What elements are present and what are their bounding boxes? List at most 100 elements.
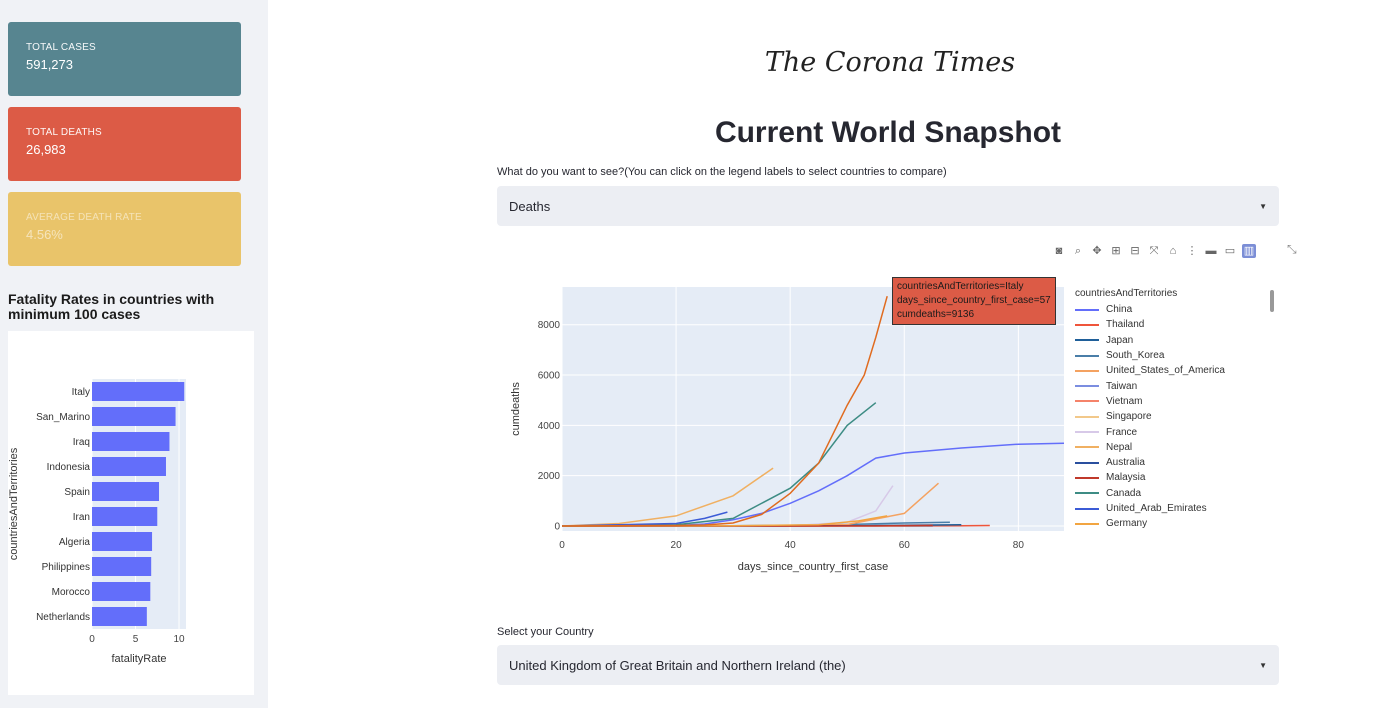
fatality-bar[interactable] [92,382,185,401]
line-x-axis-label: days_since_country_first_case [738,561,888,573]
legend-label: United_Arab_Emirates [1106,503,1207,514]
line-x-tick: 20 [671,540,683,551]
total-cases-value: 591,273 [26,57,73,72]
series-line-italy[interactable] [561,295,888,527]
brand-title: The Corona Times [764,47,1016,78]
metric-select[interactable]: Deaths ▼ [497,186,1279,226]
legend-swatch [1075,476,1099,479]
legend-label: Thailand [1106,319,1145,331]
legend-swatch [1075,369,1099,372]
bar-y-axis-label: countriesAndTerritories [8,447,20,560]
legend-swatch [1075,323,1099,326]
reset-axes-icon[interactable]: ⌂ [1169,245,1177,257]
fatality-bar-chart[interactable]: 0 5 10 Italy San_Marino Iraq Indonesia Spain Ira… [8,331,254,695]
line-y-tick: 8000 [538,320,561,331]
line-x-tick: 80 [1013,540,1025,551]
chart-legend: countriesAndTerritories China Thailand Jap… [1075,288,1275,531]
zoom-icon[interactable]: ⌕ [1074,245,1082,257]
bar-x-tick: 10 [173,634,185,645]
death-rate-card: AVERAGE DEATH RATE 4.56% [8,192,241,266]
legend-item[interactable]: France [1075,424,1275,439]
bar-category-label: Netherlands [36,612,90,623]
series-line-nepal[interactable] [561,467,774,527]
bar-category-label: Indonesia [47,462,91,473]
zoom-in-icon[interactable]: ⊞ [1111,245,1121,257]
fatality-bar[interactable] [92,582,151,601]
legend-item[interactable]: Vietnam [1075,394,1275,409]
fatality-bar[interactable] [92,482,160,501]
legend-item[interactable]: Thailand [1075,317,1275,332]
series-line-united_arab_emirates[interactable] [561,511,728,527]
bar-x-tick: 5 [133,634,139,645]
metric-select-value: Deaths [509,198,551,214]
legend-swatch [1075,431,1099,434]
total-deaths-value: 26,983 [26,142,66,157]
fatality-chart-card: 0 5 10 Italy San_Marino Iraq Indonesia Spain Ira… [8,331,254,695]
legend-swatch [1075,354,1099,357]
fatality-bar[interactable] [92,407,176,426]
camera-icon[interactable]: ◙ [1055,245,1063,257]
cumdeaths-line-chart[interactable]: 0 20 40 60 80 0 2000 4000 6000 8000 days_since_cou… [497,268,1287,588]
fatality-bar[interactable] [92,557,152,576]
country-select[interactable]: United Kingdom of Great Britain and Nort… [497,645,1279,685]
fatality-bar[interactable] [92,457,166,476]
tooltip-country: countriesAndTerritories=Italy [897,281,1024,292]
legend-item[interactable]: Nepal [1075,440,1275,455]
fatality-bar[interactable] [92,432,170,451]
death-rate-value: 4.56% [26,227,63,242]
expand-icon[interactable]: ⤡ [1287,242,1297,256]
legend-swatch [1075,522,1099,525]
legend-label: United_States_of_America [1106,365,1225,377]
pan-icon[interactable]: ✥ [1092,245,1102,257]
line-x-tick: 40 [785,540,797,551]
legend-swatch [1075,308,1099,311]
fatality-chart-title: Fatality Rates in countries with minimum… [8,291,215,322]
legend-item[interactable]: Germany [1075,516,1275,531]
plotly-logo-icon[interactable]: ▥ [1242,244,1256,258]
legend-label: China [1106,304,1133,316]
legend-item[interactable]: United_Arab_Emirates [1075,501,1275,516]
legend-item[interactable]: Canada [1075,486,1275,501]
line-y-tick: 0 [554,521,560,532]
bar-category-label: Spain [64,487,90,498]
legend-item[interactable]: Japan [1075,333,1275,348]
bar-x-axis-label: fatalityRate [111,653,166,665]
series-line-canada[interactable] [561,402,877,527]
legend-item[interactable]: Malaysia [1075,470,1275,485]
line-y-tick: 2000 [538,471,561,482]
bar-category-label: Morocco [52,587,91,598]
bar-x-tick: 0 [89,634,95,645]
legend-item[interactable]: South_Korea [1075,348,1275,363]
legend-label: Canada [1106,487,1142,499]
autoscale-icon[interactable]: ⤧ [1149,245,1159,257]
fatality-bar[interactable] [92,607,147,626]
country-select-label: Select your Country [497,626,594,638]
legend-item[interactable]: China [1075,302,1275,317]
legend-item[interactable]: United_States_of_America [1075,363,1275,378]
legend-label: Vietnam [1106,395,1143,407]
spike-lines-icon[interactable]: ⋮ [1186,245,1198,257]
bar-category-label: Algeria [59,537,91,548]
tooltip-days: days_since_country_first_case=57 [897,295,1051,306]
bar-category-label: Italy [72,387,90,398]
legend-label: Singapore [1106,411,1152,423]
hover-closest-icon[interactable]: ▬ [1205,245,1217,257]
death-rate-label: AVERAGE DEATH RATE [26,212,142,223]
sidebar: TOTAL CASES 591,273 TOTAL DEATHS 26,983 … [0,0,268,708]
legend-item[interactable]: Singapore [1075,409,1275,424]
total-cases-card: TOTAL CASES 591,273 [8,22,241,96]
line-x-tick: 60 [899,540,911,551]
fatality-bar[interactable] [92,532,153,551]
legend-scrollbar[interactable] [1270,290,1274,312]
chevron-down-icon: ▼ [1259,660,1267,670]
tooltip-deaths: cumdeaths=9136 [897,309,975,320]
legend-item[interactable]: Taiwan [1075,378,1275,393]
bar-category-label: Philippines [42,562,90,573]
total-cases-label: TOTAL CASES [26,42,96,53]
hover-compare-icon[interactable]: ▭ [1224,245,1236,257]
total-deaths-card: TOTAL DEATHS 26,983 [8,107,241,181]
page-title: Current World Snapshot [714,116,1062,149]
zoom-out-icon[interactable]: ⊟ [1130,245,1140,257]
legend-item[interactable]: Australia [1075,455,1275,470]
fatality-bar[interactable] [92,507,158,526]
